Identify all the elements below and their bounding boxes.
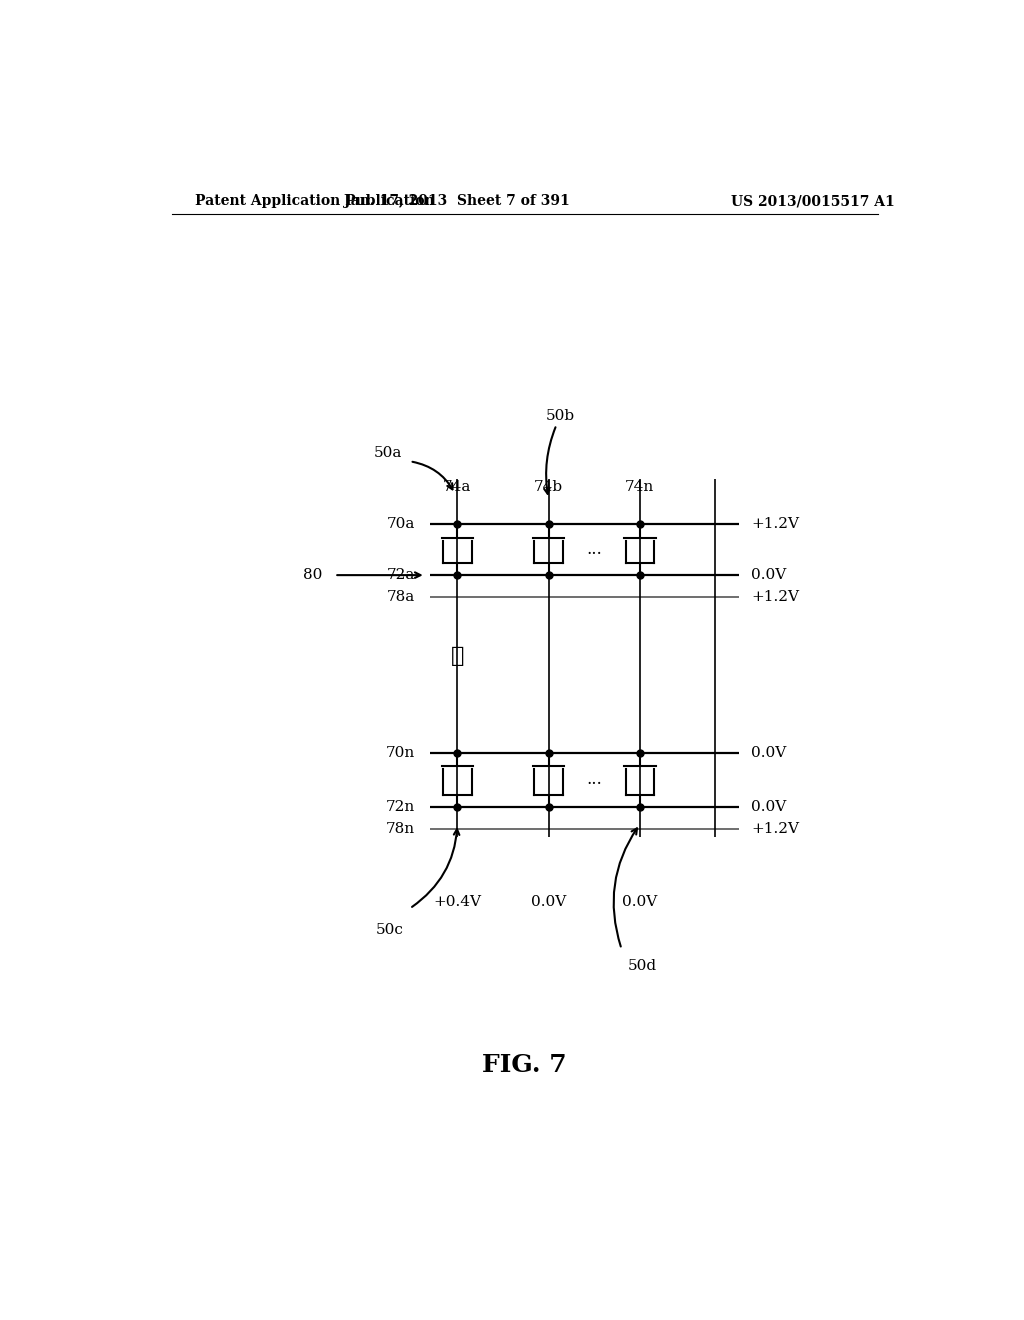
Text: 50a: 50a bbox=[374, 446, 401, 461]
Text: 78n: 78n bbox=[386, 822, 416, 837]
Text: +1.2V: +1.2V bbox=[751, 822, 799, 837]
Text: 78a: 78a bbox=[387, 590, 416, 605]
Text: +1.2V: +1.2V bbox=[751, 590, 799, 605]
Text: 72a: 72a bbox=[387, 568, 416, 582]
Text: 74n: 74n bbox=[626, 479, 654, 494]
Text: 0.0V: 0.0V bbox=[531, 895, 566, 909]
Text: Jan. 17, 2013  Sheet 7 of 391: Jan. 17, 2013 Sheet 7 of 391 bbox=[344, 194, 570, 209]
Text: +0.4V: +0.4V bbox=[433, 895, 481, 909]
Text: 72n: 72n bbox=[386, 800, 416, 814]
Text: 0.0V: 0.0V bbox=[751, 800, 786, 814]
Text: 50b: 50b bbox=[546, 409, 575, 422]
Text: FIG. 7: FIG. 7 bbox=[482, 1053, 567, 1077]
Text: 70n: 70n bbox=[386, 746, 416, 760]
Text: 80: 80 bbox=[303, 568, 323, 582]
Text: 74a: 74a bbox=[443, 479, 471, 494]
Text: Patent Application Publication: Patent Application Publication bbox=[196, 194, 435, 209]
Text: ...: ... bbox=[587, 771, 602, 788]
Text: 50d: 50d bbox=[628, 960, 657, 973]
Text: +1.2V: +1.2V bbox=[751, 517, 799, 532]
Text: US 2013/0015517 A1: US 2013/0015517 A1 bbox=[731, 194, 895, 209]
Text: 50c: 50c bbox=[376, 923, 403, 937]
Text: 0.0V: 0.0V bbox=[751, 568, 786, 582]
Text: 0.0V: 0.0V bbox=[751, 746, 786, 760]
Text: ⋮: ⋮ bbox=[451, 645, 464, 668]
Text: 0.0V: 0.0V bbox=[623, 895, 657, 909]
Text: 70a: 70a bbox=[387, 517, 416, 532]
Text: 74b: 74b bbox=[535, 479, 563, 494]
Text: ...: ... bbox=[587, 541, 602, 558]
